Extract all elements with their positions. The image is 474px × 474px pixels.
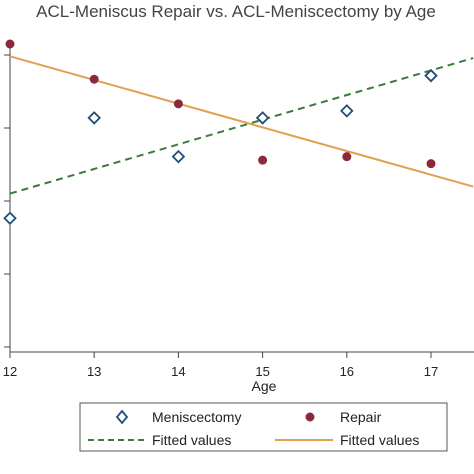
data-points <box>3 39 438 226</box>
point-repair <box>173 99 183 109</box>
point-meniscectomy <box>255 111 270 125</box>
x-axis-ticks: 12 13 14 15 16 17 <box>3 352 438 379</box>
point-meniscectomy <box>424 68 438 83</box>
point-meniscectomy <box>340 104 354 118</box>
point-meniscectomy <box>3 211 17 226</box>
x-tick-label: 16 <box>340 364 354 379</box>
fit-line-meniscectomy <box>9 57 474 195</box>
x-tick-label: 17 <box>424 364 438 379</box>
x-tick-label: 14 <box>171 364 185 379</box>
point-repair <box>258 155 268 165</box>
x-axis-label: Age <box>252 378 277 394</box>
chart-title: ACL-Meniscus Repair vs. ACL-Meniscectomy… <box>36 2 436 21</box>
legend-repair-dot-icon <box>305 412 315 422</box>
legend-meniscectomy-label: Meniscectomy <box>152 409 241 425</box>
y-axis-ticks <box>4 54 10 348</box>
legend-box <box>79 402 448 452</box>
legend: Meniscectomy Repair Fitted values Fitted… <box>79 402 448 452</box>
legend-meniscectomy-diamond-icon <box>115 409 129 425</box>
fitted-lines <box>9 55 474 195</box>
x-tick-label: 13 <box>87 364 101 379</box>
legend-repair-label: Repair <box>340 409 382 425</box>
legend-fit-dashed-label: Fitted values <box>152 432 231 448</box>
point-repair <box>342 152 352 162</box>
x-tick-label: 15 <box>255 364 269 379</box>
point-meniscectomy <box>87 111 101 125</box>
point-repair <box>5 39 15 49</box>
point-meniscectomy <box>171 149 186 164</box>
legend-fit-solid-label: Fitted values <box>340 432 419 448</box>
plot-area: 12 13 14 15 16 17 <box>3 39 474 379</box>
x-tick-label: 12 <box>3 364 17 379</box>
point-repair <box>426 159 436 169</box>
fit-line-repair <box>9 55 474 188</box>
point-repair <box>89 74 99 84</box>
